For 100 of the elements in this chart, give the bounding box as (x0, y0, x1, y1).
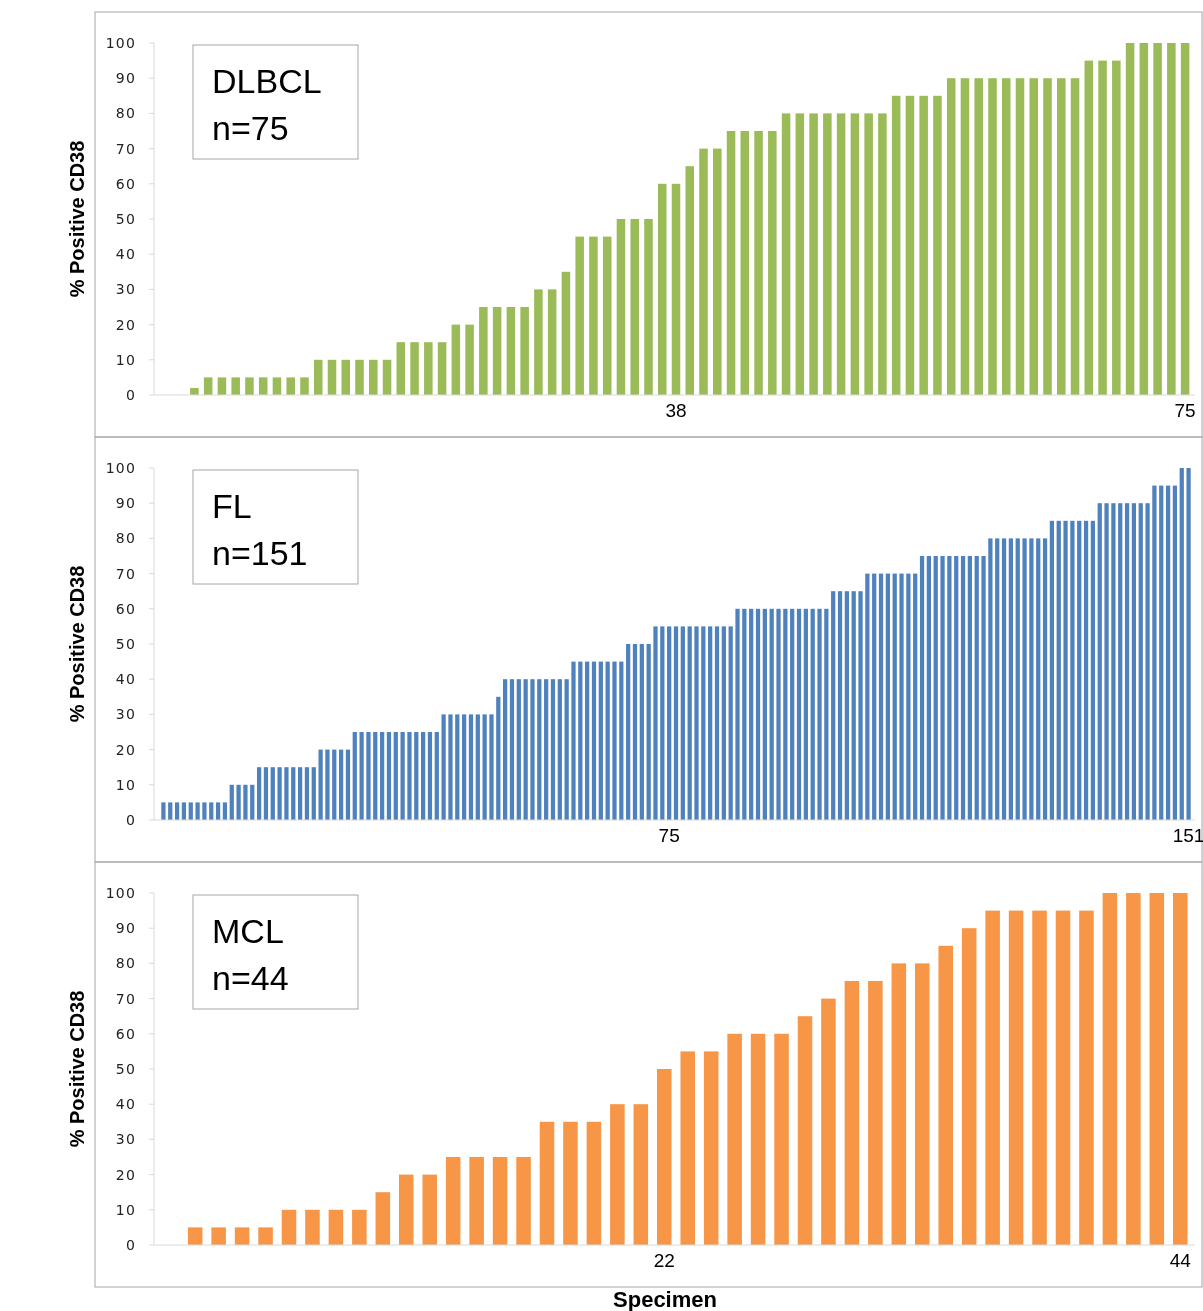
bar (539, 1121, 555, 1245)
x-tick-label: 75 (1174, 400, 1196, 421)
bar (783, 608, 788, 820)
bar (369, 359, 378, 395)
bar (1015, 538, 1020, 820)
bar (776, 608, 781, 820)
bar (1179, 468, 1184, 820)
bar (352, 732, 357, 820)
bar (831, 591, 836, 820)
y-tick-label: 80 (115, 530, 136, 547)
bar (202, 802, 207, 820)
y-tick-label: 20 (115, 1166, 136, 1183)
bar (300, 377, 309, 395)
bar (1145, 503, 1150, 820)
bar (161, 802, 166, 820)
bar (231, 377, 240, 395)
bar (496, 696, 501, 820)
bar (836, 113, 846, 395)
y-tick-label: 50 (115, 1060, 136, 1077)
bar (1015, 78, 1025, 395)
bar (735, 608, 740, 820)
bar (245, 377, 254, 395)
bar (892, 573, 897, 820)
bar (355, 359, 364, 395)
bar (960, 78, 970, 395)
bar (755, 608, 761, 820)
x-tick-label: 75 (658, 825, 680, 846)
bar (961, 928, 977, 1245)
y-tick-label: 90 (115, 495, 136, 512)
y-tick-label: 10 (115, 351, 136, 368)
bar (465, 324, 474, 395)
annotation: DLBCL (212, 62, 322, 100)
bar (434, 732, 439, 820)
bar (919, 95, 928, 395)
y-tick-label: 70 (115, 565, 136, 582)
bar (427, 732, 433, 820)
bar (1104, 503, 1109, 820)
bar (589, 236, 598, 395)
bar (657, 183, 667, 395)
bar (938, 945, 953, 1245)
bar (974, 556, 979, 820)
bar (919, 556, 925, 820)
bar (703, 1051, 719, 1245)
bar (492, 1157, 508, 1245)
bar (1083, 520, 1089, 820)
y-tick-label: 100 (105, 459, 136, 476)
bar (217, 377, 227, 395)
y-tick-label: 0 (125, 386, 136, 403)
bar (469, 1157, 484, 1245)
bar (713, 148, 722, 395)
annotation: n=75 (212, 109, 289, 147)
bar (591, 661, 597, 820)
bar (781, 113, 791, 395)
bar (328, 1209, 344, 1245)
bar (795, 113, 805, 395)
bar (563, 1121, 578, 1245)
bar (509, 679, 515, 820)
bar (657, 1069, 672, 1245)
bar (844, 981, 860, 1245)
bar (981, 556, 986, 820)
bar (598, 661, 603, 820)
bar (851, 591, 856, 820)
annotation: n=151 (212, 534, 308, 572)
bar (1008, 910, 1024, 1245)
bar (318, 749, 323, 820)
bar (544, 679, 549, 820)
bar (1149, 893, 1165, 1245)
bar (1084, 60, 1094, 395)
y-tick-label: 10 (115, 776, 136, 793)
bar (1022, 538, 1027, 820)
bar (885, 573, 890, 820)
bar (462, 714, 467, 820)
bar (187, 1227, 203, 1245)
bar (475, 714, 480, 820)
bar (1001, 538, 1007, 820)
x-tick-label: 44 (1169, 1250, 1192, 1271)
bar (258, 1227, 273, 1245)
bar (455, 714, 460, 820)
bar (284, 767, 289, 820)
bar (1049, 520, 1055, 820)
y-tick-label: 60 (115, 600, 136, 617)
bar (1152, 485, 1157, 820)
bar (338, 749, 344, 820)
bar (188, 802, 193, 820)
bar (954, 556, 959, 820)
bar (1112, 60, 1121, 395)
x-axis-title: Specimen (613, 1287, 717, 1311)
y-tick-label: 100 (105, 34, 136, 51)
y-tick-label: 90 (115, 920, 136, 937)
bar (422, 1174, 437, 1245)
bar (1186, 468, 1191, 820)
annotation: FL (212, 487, 252, 525)
bar (550, 679, 556, 820)
bar (366, 732, 371, 820)
y-tick-label: 20 (115, 316, 136, 333)
bar (215, 802, 221, 820)
y-axis-title: % Positive CD38 (66, 140, 88, 298)
bar (1070, 520, 1075, 820)
y-tick-label: 60 (115, 175, 136, 192)
bar (1172, 485, 1178, 820)
